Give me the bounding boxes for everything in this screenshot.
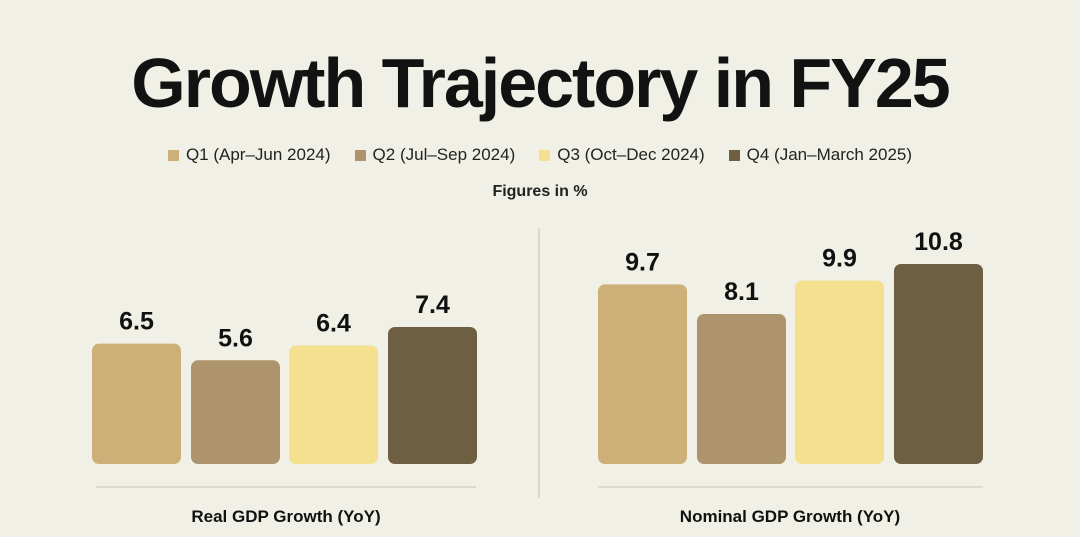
legend-item-q2: Q2 (Jul–Sep 2024) [354,145,516,165]
legend-label-q1: Q1 (Apr–Jun 2024) [185,145,331,164]
nominal-bar-q2 [697,314,786,464]
nominal-chart-title: Nominal GDP Growth (YoY) [680,507,900,526]
nominal-bar-q3 [795,280,884,464]
real-chart-title: Real GDP Growth (YoY) [191,507,380,526]
legend-label-q2: Q2 (Jul–Sep 2024) [372,145,516,164]
real-value-label-q4: 7.4 [415,291,450,319]
nominal-value-label-q2: 8.1 [724,278,759,306]
real-bar-q1 [92,343,181,464]
real-bar-q4 [388,326,477,464]
legend-swatch-q1 [167,149,179,161]
legend-swatch-q3 [539,149,551,161]
legend-item-q3: Q3 (Oct–Dec 2024) [539,145,705,165]
real-value-label-q1: 6.5 [119,308,154,336]
nominal-value-label-q1: 9.7 [625,248,660,276]
nominal-value-label-q3: 9.9 [822,245,857,273]
legend-label-q3: Q3 (Oct–Dec 2024) [557,145,705,164]
legend: Q1 (Apr–Jun 2024) Q2 (Jul–Sep 2024) Q3 (… [0,145,1080,165]
real-bar-q3 [289,345,378,464]
legend-label-q4: Q4 (Jan–March 2025) [746,145,913,164]
legend-item-q1: Q1 (Apr–Jun 2024) [167,145,331,165]
nominal-bar-q4 [894,264,983,464]
real-bar-q2 [191,360,280,464]
legend-swatch-q2 [354,149,366,161]
real-value-label-q2: 5.6 [218,324,253,352]
nominal-bar-q1 [598,284,687,464]
real-value-label-q3: 6.4 [316,309,351,337]
units-note: Figures in % [492,183,588,200]
nominal-value-label-q4: 10.8 [914,228,963,256]
chart-title: Growth Trajectory in FY25 [131,44,950,122]
legend-item-q4: Q4 (Jan–March 2025) [728,145,913,165]
legend-swatch-q4 [728,149,740,161]
